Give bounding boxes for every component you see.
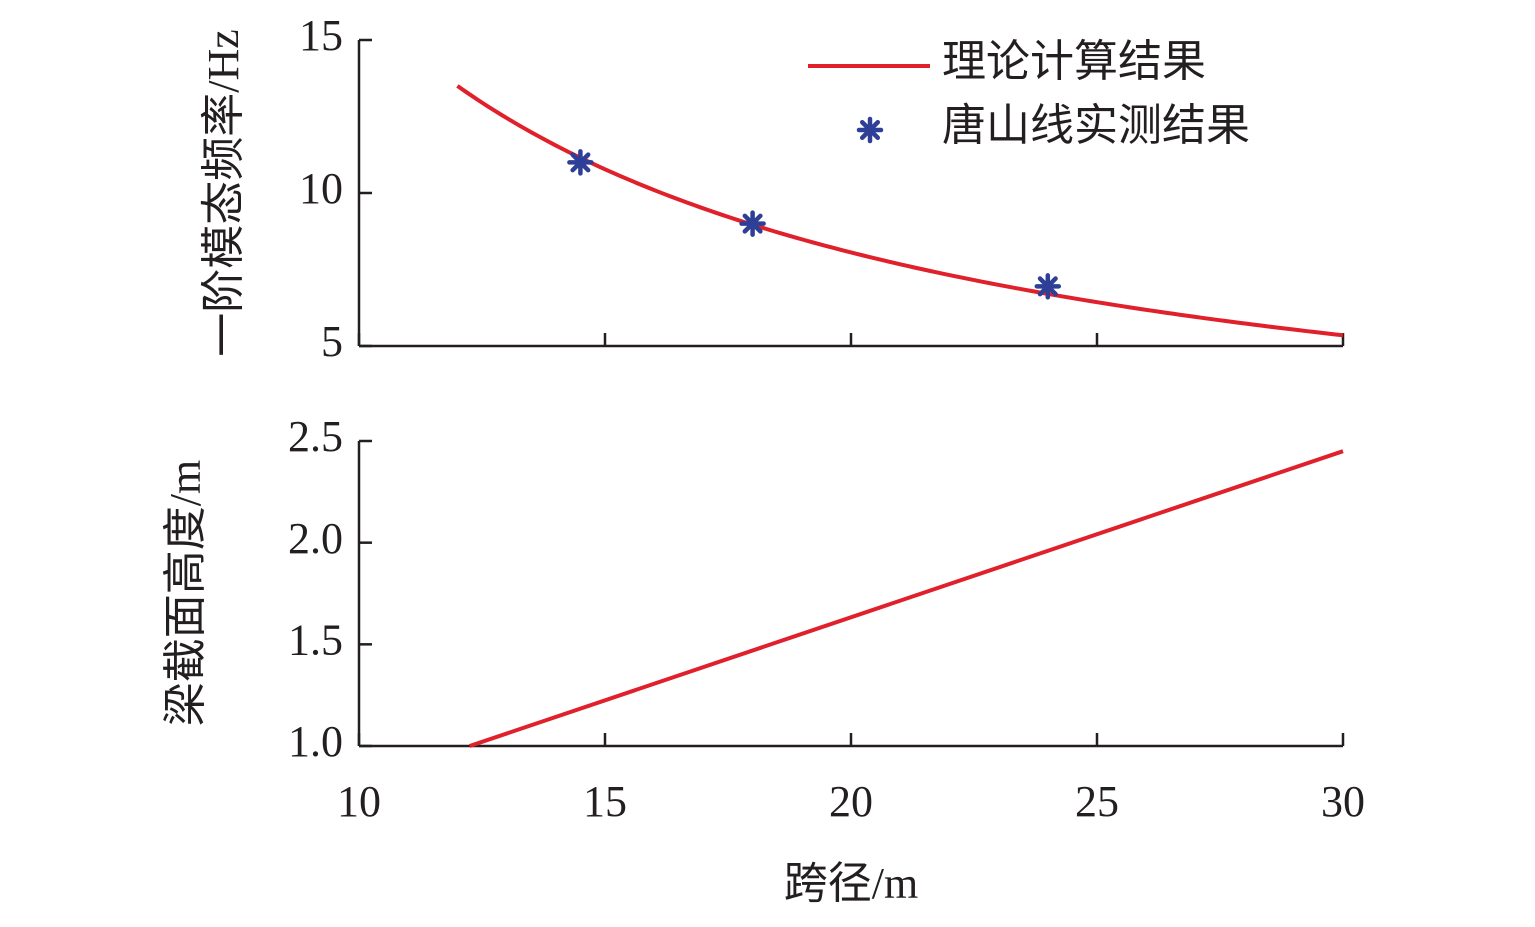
legend: 理论计算结果 唐山线实测结果 bbox=[808, 37, 1250, 150]
bottom-series-line bbox=[469, 449, 1344, 748]
top-y-axis-title: 一阶模态频率/Hz bbox=[199, 29, 248, 357]
measured-point bbox=[739, 210, 766, 237]
bottom-y-tick-label: 1.0 bbox=[288, 717, 343, 766]
top-y-tick-label: 15 bbox=[299, 11, 343, 60]
measured-point-stroke bbox=[1037, 276, 1058, 297]
legend-asterisk-marker bbox=[856, 116, 884, 144]
x-axis-title: 跨径/m bbox=[784, 859, 918, 908]
x-tick-label: 25 bbox=[1075, 777, 1119, 826]
bottom-y-tick-label: 2.0 bbox=[288, 514, 343, 563]
measured-point-stroke bbox=[570, 152, 591, 173]
legend-asterisk-stroke bbox=[859, 119, 881, 141]
top-y-tick-label: 10 bbox=[299, 164, 343, 213]
x-tick-label: 20 bbox=[829, 777, 873, 826]
legend-asterisk bbox=[856, 116, 884, 144]
bottom-y-tick-label: 2.5 bbox=[288, 412, 343, 461]
x-tick-label: 15 bbox=[583, 777, 627, 826]
x-tick-label: 10 bbox=[337, 777, 381, 826]
bottom-y-tick-label: 1.5 bbox=[288, 615, 343, 664]
x-tick-label: 30 bbox=[1321, 777, 1365, 826]
legend-label-theory: 理论计算结果 bbox=[942, 37, 1206, 86]
measured-point-stroke bbox=[742, 213, 763, 234]
bottom-y-axis-title: 梁截面高度/m bbox=[161, 460, 210, 726]
top-series-line bbox=[456, 84, 1344, 338]
measured-point bbox=[1034, 273, 1062, 300]
legend-label-measured: 唐山线实测结果 bbox=[942, 101, 1250, 150]
measured-point bbox=[567, 149, 594, 176]
top-y-tick-label: 5 bbox=[321, 317, 343, 366]
